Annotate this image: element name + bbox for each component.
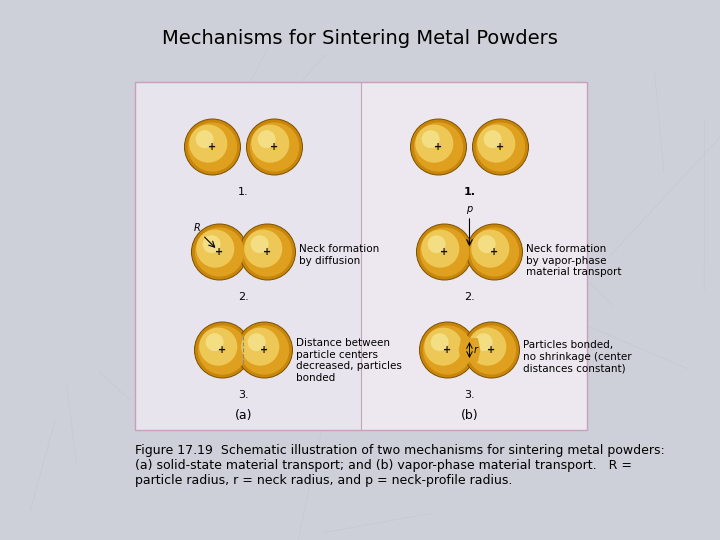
Circle shape (258, 130, 276, 148)
Circle shape (240, 326, 289, 375)
Text: Mechanisms for Sintering Metal Powders: Mechanisms for Sintering Metal Powders (162, 29, 558, 48)
Circle shape (424, 328, 462, 366)
Circle shape (243, 227, 292, 276)
Text: +: + (434, 142, 443, 152)
Text: Particles bonded,
no shrinkage (center
distances constant): Particles bonded, no shrinkage (center d… (523, 340, 632, 373)
Text: p: p (467, 204, 472, 214)
Circle shape (244, 230, 282, 268)
Polygon shape (459, 339, 480, 361)
Circle shape (184, 119, 240, 175)
Text: +: + (496, 142, 505, 152)
Text: 2.: 2. (238, 292, 249, 302)
Circle shape (206, 333, 224, 351)
Text: 3.: 3. (464, 390, 474, 400)
Circle shape (464, 322, 520, 378)
Circle shape (420, 227, 469, 276)
Text: +: + (444, 345, 451, 355)
Text: +: + (271, 142, 279, 152)
Circle shape (410, 119, 467, 175)
Circle shape (194, 322, 251, 378)
Text: +: + (264, 247, 271, 257)
Text: (a): (a) (235, 409, 252, 422)
Text: +: + (261, 345, 269, 355)
Circle shape (241, 328, 279, 366)
Circle shape (236, 322, 292, 378)
Circle shape (188, 123, 237, 172)
Circle shape (414, 123, 463, 172)
Circle shape (196, 130, 214, 148)
Circle shape (192, 224, 248, 280)
Text: +: + (215, 247, 223, 257)
Circle shape (428, 235, 446, 253)
Circle shape (474, 333, 492, 351)
Text: 1.: 1. (238, 187, 249, 197)
Text: +: + (490, 247, 498, 257)
Text: +: + (208, 142, 217, 152)
Circle shape (415, 125, 454, 163)
Circle shape (484, 130, 502, 148)
Text: (b): (b) (461, 409, 478, 422)
Circle shape (470, 227, 519, 276)
Circle shape (476, 123, 525, 172)
Circle shape (197, 230, 234, 268)
Text: 2.: 2. (464, 292, 475, 302)
Circle shape (251, 235, 269, 253)
Circle shape (423, 326, 472, 375)
Text: Distance between
particle centers
decreased, particles
bonded: Distance between particle centers decrea… (297, 338, 402, 383)
Bar (361, 82, 587, 430)
Text: +: + (441, 247, 449, 257)
Circle shape (248, 333, 266, 351)
Text: Neck formation
by diffusion: Neck formation by diffusion (300, 244, 379, 266)
Circle shape (240, 224, 295, 280)
Circle shape (246, 119, 302, 175)
Text: Figure 17.19  Schematic illustration of two mechanisms for sintering metal powde: Figure 17.19 Schematic illustration of t… (135, 444, 665, 487)
Circle shape (250, 123, 299, 172)
Circle shape (195, 227, 244, 276)
Text: +: + (218, 345, 227, 355)
Circle shape (203, 235, 220, 253)
Circle shape (468, 328, 506, 366)
Circle shape (431, 333, 449, 351)
Circle shape (472, 119, 528, 175)
Text: 1.: 1. (464, 187, 475, 197)
Circle shape (422, 130, 440, 148)
Circle shape (198, 326, 247, 375)
Circle shape (251, 125, 289, 163)
Bar (135, 82, 587, 430)
Text: Neck formation
by vapor-phase
material transport: Neck formation by vapor-phase material t… (526, 244, 622, 277)
Circle shape (467, 326, 516, 375)
Circle shape (477, 125, 516, 163)
Text: r: r (474, 345, 477, 355)
Circle shape (472, 230, 509, 268)
Circle shape (416, 224, 472, 280)
Circle shape (199, 328, 238, 366)
Bar (135, 82, 361, 430)
Text: 3.: 3. (238, 390, 249, 400)
Circle shape (467, 224, 523, 280)
Text: R: R (194, 223, 201, 233)
Circle shape (477, 235, 495, 253)
Circle shape (421, 230, 459, 268)
Circle shape (189, 125, 228, 163)
Text: +: + (487, 345, 495, 355)
Circle shape (420, 322, 475, 378)
